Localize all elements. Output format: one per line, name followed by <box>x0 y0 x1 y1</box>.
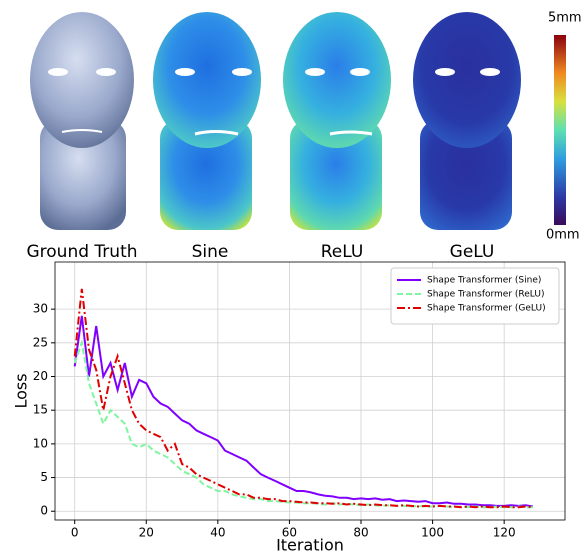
legend-label: Shape Transformer (ReLU) <box>427 290 544 300</box>
x-tick-label: 100 <box>421 526 444 540</box>
x-tick-label: 0 <box>71 526 79 540</box>
y-tick-label: 0 <box>40 504 48 518</box>
face-sine <box>153 12 261 230</box>
y-axis-label: Loss <box>12 373 31 408</box>
legend-label: Shape Transformer (Sine) <box>427 276 541 286</box>
x-tick-label: 40 <box>210 526 225 540</box>
legend: Shape Transformer (Sine) Shape Transforme… <box>391 268 559 324</box>
face-relu <box>283 12 391 230</box>
colorbar-min: 0mm <box>546 228 580 243</box>
render-label: GeLU <box>450 242 495 262</box>
legend-label: Shape Transformer (GeLU) <box>427 304 546 314</box>
renders: 5mm 0mm Ground Truth Sine ReLU GeLU <box>26 11 581 263</box>
y-tick-label: 5 <box>40 470 48 484</box>
x-tick-label: 60 <box>282 526 297 540</box>
y-tick-label: 30 <box>33 302 48 316</box>
y-tick-label: 25 <box>33 335 48 349</box>
face-ground-truth <box>30 12 134 230</box>
y-tick-label: 10 <box>33 436 48 450</box>
colorbar <box>554 35 566 225</box>
page: {"chart_data": {"type": "line", "x": [0,… <box>0 0 585 556</box>
y-tick-label: 20 <box>33 369 48 383</box>
render-label: ReLU <box>321 242 364 262</box>
x-tick-label: 20 <box>139 526 154 540</box>
render-label: Ground Truth <box>26 242 137 262</box>
figure: 5mm 0mm Ground Truth Sine ReLU GeLU Iter… <box>0 0 585 556</box>
colorbar-max: 5mm <box>548 11 582 26</box>
series-line <box>75 343 533 507</box>
render-label: Sine <box>192 242 229 262</box>
x-tick-label: 120 <box>493 526 516 540</box>
y-tick-label: 15 <box>33 403 48 417</box>
face-gelu <box>413 12 521 230</box>
x-tick-label: 80 <box>353 526 368 540</box>
